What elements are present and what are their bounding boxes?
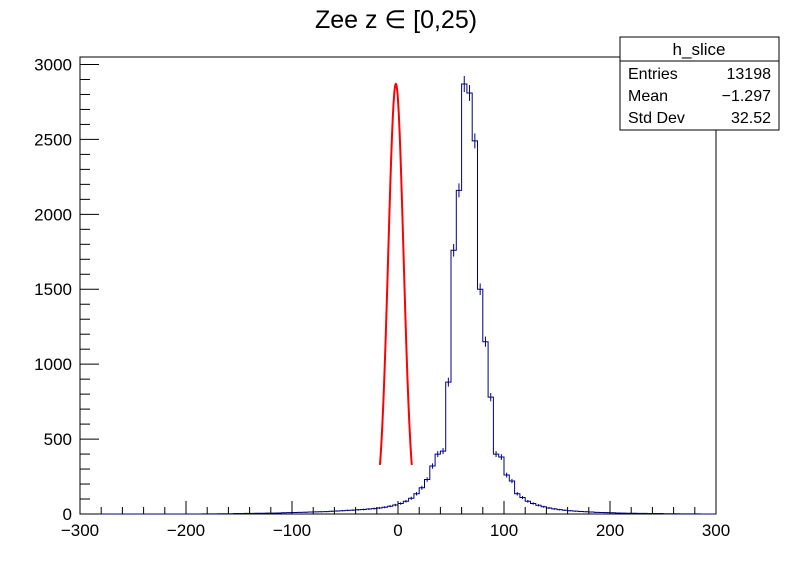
stats-value-entries: 13198 <box>727 66 772 83</box>
stats-value-mean: −1.297 <box>722 88 771 105</box>
y-tick-label: 1000 <box>34 355 72 374</box>
y-tick-label: 0 <box>63 505 72 524</box>
y-tick-label: 500 <box>44 430 72 449</box>
fit-layer <box>378 82 413 465</box>
chart-title: Zee z ∈ [0,25) <box>315 6 477 34</box>
y-tick-label: 2500 <box>34 130 72 149</box>
stats-box: h_slice Entries 13198 Mean −1.297 Std De… <box>619 36 780 131</box>
gaussian-fit-curve <box>378 82 413 465</box>
stats-value-stddev: 32.52 <box>731 110 771 127</box>
y-tick-label: 2000 <box>34 205 72 224</box>
stats-box-frame <box>619 36 780 131</box>
y-tick-label: 1500 <box>34 280 72 299</box>
x-tick-label: 0 <box>393 521 402 540</box>
stats-label-mean: Mean <box>628 88 668 105</box>
x-tick-label: −300 <box>61 521 99 540</box>
stats-label-entries: Entries <box>628 66 678 83</box>
x-tick-label: −100 <box>273 521 311 540</box>
x-tick-label: 300 <box>702 521 730 540</box>
y-tick-label: 3000 <box>34 55 72 74</box>
histogram-layer <box>80 75 716 515</box>
axes-layer: −300 −200 −100 0 100 200 300050010001500200025… <box>34 55 730 540</box>
x-tick-label: 100 <box>490 521 518 540</box>
stats-label-stddev: Std Dev <box>628 110 685 127</box>
x-tick-label: 200 <box>596 521 624 540</box>
histogram-outline <box>80 83 716 515</box>
stats-name: h_slice <box>673 40 726 59</box>
x-tick-label: −200 <box>167 521 205 540</box>
